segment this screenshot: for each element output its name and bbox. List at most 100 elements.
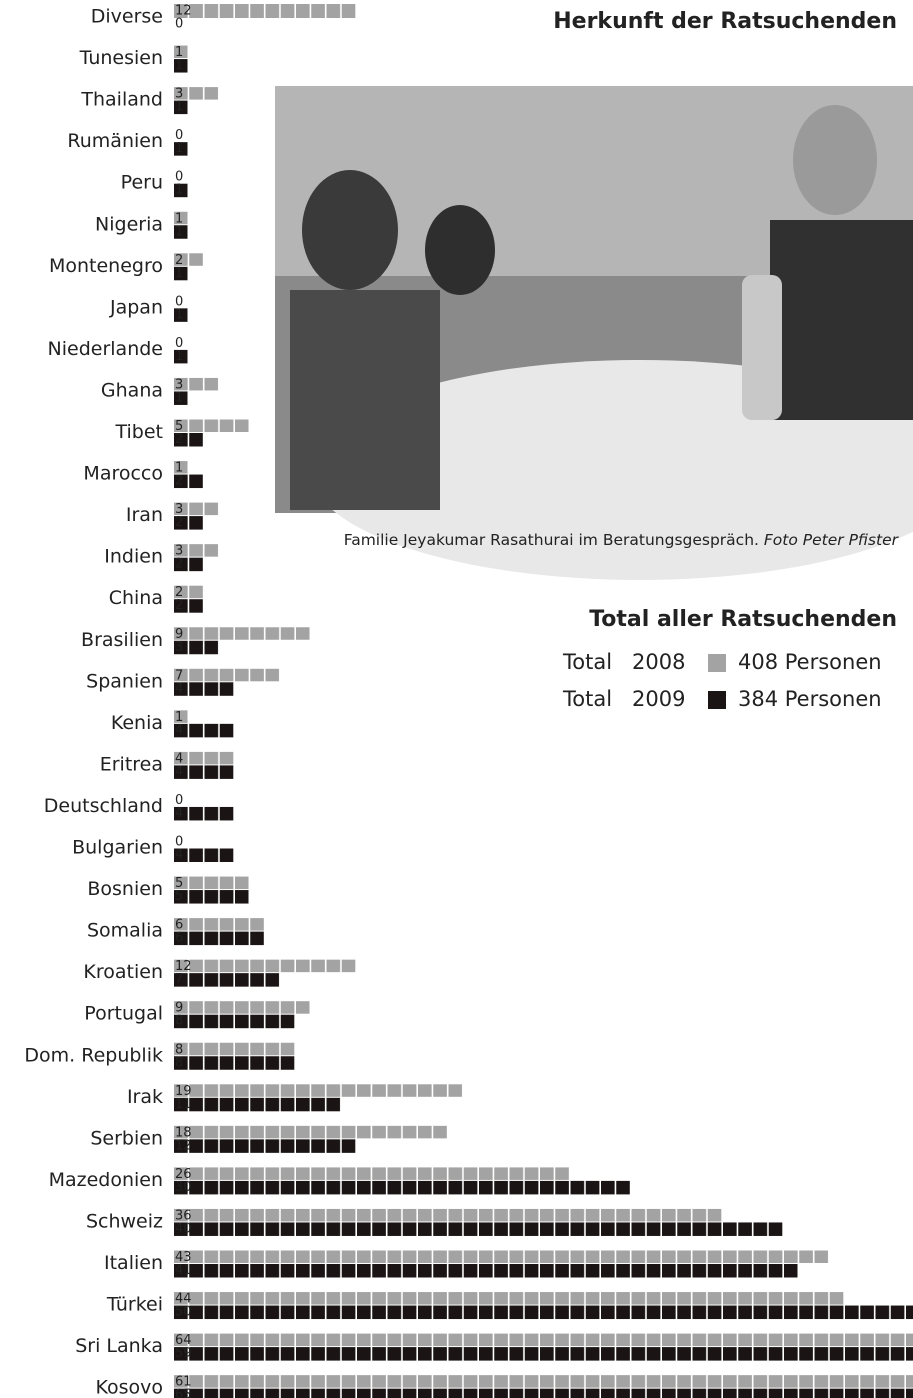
category-label: Japan: [109, 296, 163, 318]
bar: [174, 1126, 447, 1139]
category-label: Kosovo: [95, 1377, 163, 1398]
photo-caption: Familie Jeyakumar Rasathurai im Beratung…: [344, 531, 900, 549]
photo-person: [290, 290, 440, 510]
caption-text: Familie Jeyakumar Rasathurai im Beratung…: [344, 531, 759, 549]
category-label: Irak: [127, 1086, 163, 1108]
value-label: 2: [175, 474, 183, 489]
value-label: 41: [175, 1263, 192, 1278]
value-label: 1: [175, 183, 183, 198]
value-label: 4: [175, 681, 183, 696]
page: Herkunft der Ratsuchenden Familie Jeyaku…: [0, 0, 913, 1398]
photo-person: [302, 170, 398, 290]
category-label: Marocco: [83, 463, 163, 485]
photo-person: [770, 220, 913, 420]
bar: [174, 420, 249, 433]
category-label: Schweiz: [86, 1210, 163, 1232]
category-label: Tibet: [115, 421, 164, 443]
category-label: Deutschland: [44, 795, 163, 817]
legend: Total2008408 PersonenTotal2009384 Person…: [562, 650, 882, 711]
category-label: Türkei: [106, 1294, 163, 1316]
chart-title: Herkunft der Ratsuchenden: [553, 9, 897, 34]
legend-swatch: [708, 691, 726, 709]
value-label: 6: [175, 931, 183, 946]
value-label: 4: [175, 723, 183, 738]
value-label: 1: [175, 100, 183, 115]
value-label: 3: [175, 640, 183, 655]
bar: [174, 973, 279, 987]
bar: [174, 918, 264, 931]
value-label: 12: [175, 1138, 192, 1153]
category-label: Serbien: [90, 1127, 163, 1149]
category-label: Nigeria: [95, 213, 163, 235]
bar: [174, 4, 355, 18]
bar: [174, 1209, 721, 1222]
photo-person: [793, 105, 877, 215]
chart: Herkunft der Ratsuchenden Familie Jeyaku…: [0, 0, 913, 1398]
value-label: 8: [175, 1055, 183, 1070]
legend-prefix: Total: [562, 687, 612, 711]
legend-total: 408 Personen: [738, 650, 882, 674]
caption-credit: Foto Peter Pfister: [764, 531, 900, 549]
bar: [174, 1139, 355, 1153]
photo-thermos: [742, 275, 782, 420]
category-label: China: [109, 587, 163, 609]
value-label: 65: [175, 1388, 192, 1398]
category-label: Kroatien: [83, 961, 163, 983]
value-label: 1: [175, 58, 183, 73]
bar: [174, 1264, 798, 1278]
bar: [174, 1167, 569, 1180]
value-label: 1: [175, 224, 183, 239]
bar: [174, 1375, 913, 1388]
bar: [174, 1306, 913, 1320]
category-label: Italien: [104, 1252, 163, 1274]
category-label: Sri Lanka: [75, 1335, 163, 1357]
bar: [174, 960, 355, 973]
bar: [174, 1098, 340, 1112]
photo: [275, 86, 913, 580]
category-label: Somalia: [87, 920, 163, 942]
category-label: Iran: [126, 504, 163, 526]
legend-total: 384 Personen: [738, 687, 882, 711]
category-label: Bulgarien: [72, 837, 163, 859]
bar: [174, 1084, 462, 1097]
legend-prefix: Total: [562, 650, 612, 674]
photo-person: [425, 205, 495, 295]
bar: [174, 877, 249, 890]
category-label: Mazedonien: [49, 1169, 163, 1191]
category-label: Bosnien: [87, 878, 163, 900]
category-label: Spanien: [86, 670, 163, 692]
bar: [174, 1222, 782, 1236]
bar: [174, 1251, 828, 1264]
bar: [174, 1181, 630, 1195]
value-label: 2: [175, 557, 183, 572]
value-label: 2: [175, 432, 183, 447]
value-label: 4: [175, 806, 183, 821]
category-label: Montenegro: [49, 255, 163, 277]
value-label: 5: [175, 889, 183, 904]
value-label: 11: [175, 1097, 192, 1112]
category-label: Brasilien: [81, 629, 163, 651]
value-label: 2: [175, 515, 183, 530]
value-label: 4: [175, 764, 183, 779]
legend-label: 2009: [632, 687, 685, 711]
value-label: 1: [175, 141, 183, 156]
value-label: 1: [175, 307, 183, 322]
value-label: 40: [175, 1221, 192, 1236]
bar: [174, 890, 249, 904]
category-label: Dom. Republik: [24, 1044, 163, 1066]
value-label: 1: [175, 349, 183, 364]
value-label: 1: [175, 266, 183, 281]
legend-title: Total aller Ratsuchenden: [589, 607, 897, 632]
value-label: 30: [175, 1180, 192, 1195]
category-label: Peru: [121, 172, 163, 194]
value-label: 50: [175, 1305, 192, 1320]
legend-swatch: [708, 654, 726, 672]
category-label: Portugal: [84, 1003, 163, 1025]
value-label: 1: [175, 390, 183, 405]
value-label: 2: [175, 598, 183, 613]
bar: [174, 1001, 310, 1014]
category-label: Ghana: [101, 379, 163, 401]
category-label: Eritrea: [100, 753, 163, 775]
bar: [174, 932, 264, 946]
value-label: 0: [175, 17, 183, 32]
